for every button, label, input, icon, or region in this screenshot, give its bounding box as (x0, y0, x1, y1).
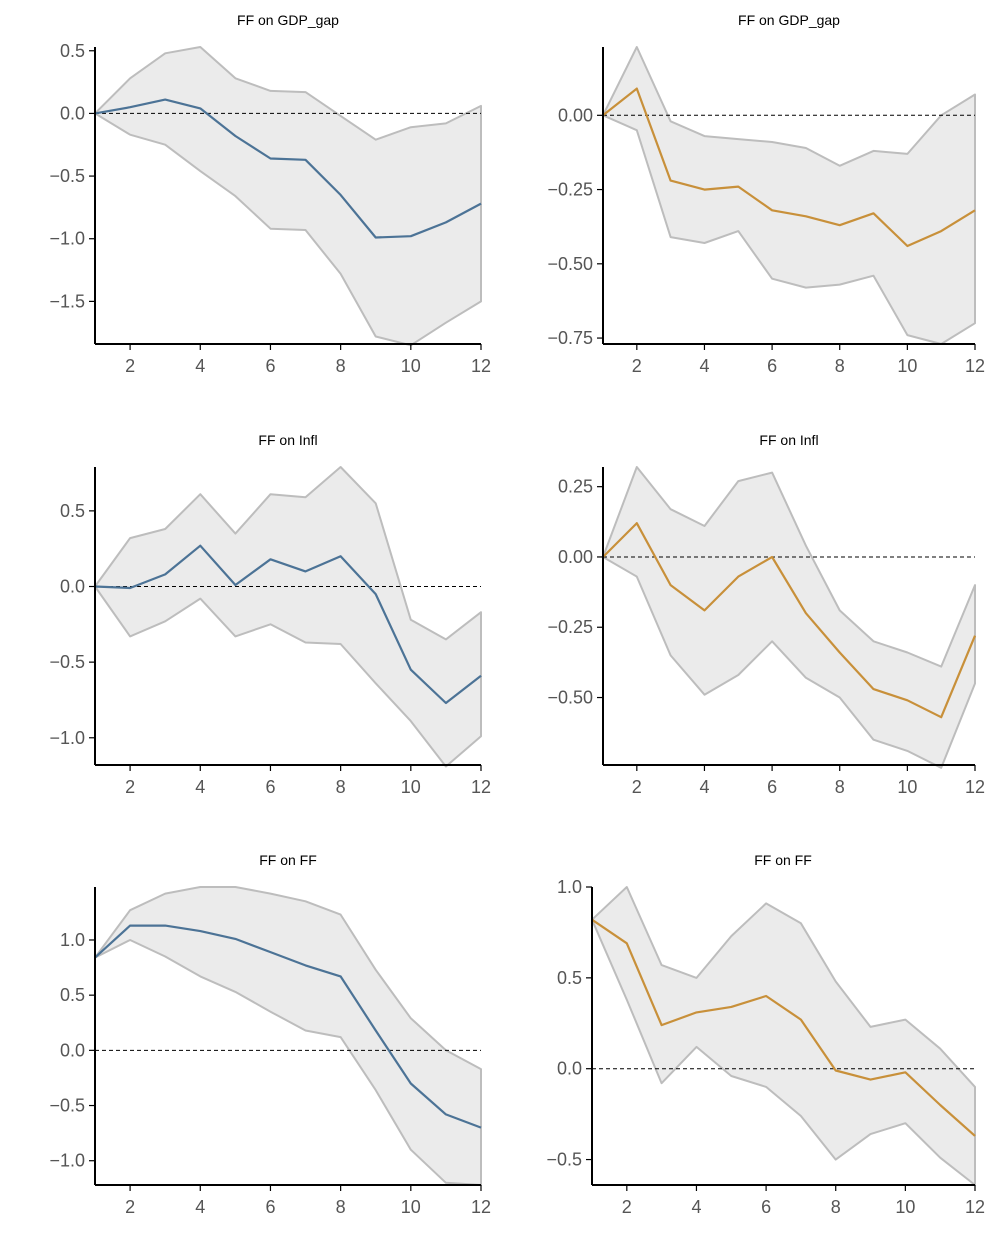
x-tick-label: 4 (195, 1197, 205, 1217)
y-tick-label: −1.0 (49, 229, 85, 249)
chart-panel-4: 0.25 0.00 −0.25 −0.50 2 4 6 8 10 12 FF on Infl (547, 432, 985, 797)
x-tick-label: 10 (401, 356, 421, 376)
chart-title: FF on GDP_gap (738, 12, 840, 28)
y-tick-label: 0.0 (60, 1040, 85, 1060)
y-tick-label: −0.5 (49, 652, 85, 672)
x-tick-label: 6 (265, 1197, 275, 1217)
x-tick-label: 6 (767, 356, 777, 376)
x-tick-label: 12 (471, 1197, 491, 1217)
chart-panel-5: 1.0 0.5 0.0 −0.5 −1.0 2 4 6 8 10 12 FF on FF (49, 852, 491, 1217)
y-tick-label: 0.25 (558, 477, 593, 497)
impulse-response-line (602, 522, 977, 719)
y-tick-label: 0.00 (558, 105, 593, 125)
x-tick-label: 10 (897, 777, 917, 797)
y-tick-label: 0.5 (60, 501, 85, 521)
confidence-band (94, 886, 482, 1186)
x-tick-label: 10 (895, 1197, 915, 1217)
x-tick-label: 4 (699, 777, 709, 797)
x-tick-label: 6 (265, 356, 275, 376)
y-tick-label: 0.5 (557, 968, 582, 988)
x-tick-label: 10 (897, 356, 917, 376)
confidence-band (94, 466, 482, 768)
x-tick-label: 2 (125, 777, 135, 797)
x-tick-label: 6 (265, 777, 275, 797)
chart-title: FF on FF (259, 852, 317, 868)
y-tick-label: −0.5 (49, 166, 85, 186)
confidence-band (591, 886, 976, 1186)
y-tick-label: 0.00 (558, 547, 593, 567)
y-tick-label: −0.25 (547, 180, 593, 200)
confidence-band (602, 46, 976, 345)
y-tick-label: 1.0 (60, 930, 85, 950)
x-tick-label: 12 (471, 777, 491, 797)
chart-title: FF on FF (754, 852, 812, 868)
x-tick-label: 8 (831, 1197, 841, 1217)
x-tick-label: 6 (761, 1197, 771, 1217)
x-tick-label: 8 (336, 1197, 346, 1217)
chart-panel-6: 1.0 0.5 0.0 −0.5 2 4 6 8 10 12 FF on FF (546, 852, 985, 1217)
y-tick-label: −0.25 (547, 617, 593, 637)
y-tick-label: −0.50 (547, 254, 593, 274)
y-tick-label: 0.5 (60, 41, 85, 61)
x-tick-label: 4 (691, 1197, 701, 1217)
x-tick-label: 2 (125, 356, 135, 376)
x-tick-label: 2 (632, 356, 642, 376)
impulse-response-line (94, 544, 482, 705)
x-tick-label: 10 (401, 1197, 421, 1217)
chart-panel-3: 0.5 0.0 −0.5 −1.0 2 4 6 8 10 12 FF on Infl (49, 432, 491, 797)
x-tick-label: 8 (336, 356, 346, 376)
chart-title: FF on GDP_gap (237, 12, 339, 28)
x-tick-label: 12 (965, 356, 985, 376)
y-tick-label: −0.75 (547, 328, 593, 348)
y-tick-label: 1.0 (557, 877, 582, 897)
chart-title: FF on Infl (759, 432, 818, 448)
impulse-response-line (591, 918, 976, 1137)
y-tick-label: −1.0 (49, 728, 85, 748)
x-tick-label: 12 (471, 356, 491, 376)
confidence-band (94, 46, 482, 347)
y-tick-label: −0.50 (547, 688, 593, 708)
x-tick-label: 10 (401, 777, 421, 797)
x-tick-label: 8 (835, 777, 845, 797)
x-tick-label: 2 (125, 1197, 135, 1217)
y-tick-label: 0.0 (557, 1059, 582, 1079)
x-tick-label: 2 (622, 1197, 632, 1217)
x-tick-label: 8 (336, 777, 346, 797)
y-tick-label: 0.0 (60, 577, 85, 597)
y-tick-label: 0.0 (60, 103, 85, 123)
y-tick-label: −0.5 (49, 1096, 85, 1116)
x-tick-label: 4 (195, 777, 205, 797)
y-tick-label: −0.5 (546, 1150, 582, 1170)
x-tick-label: 2 (632, 777, 642, 797)
chart-panel-2: 0.00 −0.25 −0.50 −0.75 2 4 6 8 10 12 FF on GDP_gap (547, 12, 985, 376)
impulse-response-line (94, 98, 482, 239)
y-tick-label: −1.5 (49, 291, 85, 311)
x-tick-label: 6 (767, 777, 777, 797)
y-tick-label: 0.5 (60, 985, 85, 1005)
chart-panel-1: 0.5 0.0 −0.5 −1.0 −1.5 2 4 6 8 10 12 FF on GDP_gap (49, 12, 491, 376)
chart-title: FF on Infl (258, 432, 317, 448)
x-tick-label: 12 (965, 1197, 985, 1217)
x-tick-label: 4 (699, 356, 709, 376)
confidence-band (602, 466, 976, 769)
x-tick-label: 4 (195, 356, 205, 376)
impulse-response-line (94, 924, 482, 1129)
x-tick-label: 8 (835, 356, 845, 376)
x-tick-label: 12 (965, 777, 985, 797)
y-tick-label: −1.0 (49, 1151, 85, 1171)
impulse-response-line (602, 87, 976, 248)
